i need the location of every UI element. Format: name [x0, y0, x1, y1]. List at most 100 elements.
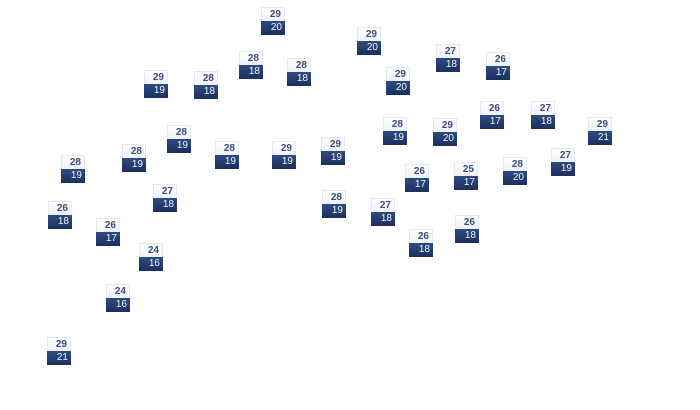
low-temperature: 18 [194, 85, 218, 99]
high-temperature: 26 [486, 52, 510, 66]
high-temperature: 29 [261, 7, 285, 21]
station-temperature-marker[interactable]: 27 18 [371, 198, 395, 226]
station-temperature-marker[interactable]: 29 19 [144, 70, 168, 98]
low-temperature: 19 [122, 158, 146, 172]
high-temperature: 28 [167, 125, 191, 139]
low-temperature: 17 [480, 115, 504, 129]
low-temperature: 20 [433, 132, 457, 146]
low-temperature: 18 [436, 58, 460, 72]
station-temperature-marker[interactable]: 29 21 [47, 337, 71, 365]
station-temperature-marker[interactable]: 28 19 [215, 141, 239, 169]
low-temperature: 19 [144, 84, 168, 98]
low-temperature: 18 [287, 72, 311, 86]
low-temperature: 20 [357, 41, 381, 55]
low-temperature: 18 [531, 115, 555, 129]
low-temperature: 16 [139, 257, 163, 271]
low-temperature: 20 [261, 21, 285, 35]
low-temperature: 19 [383, 131, 407, 145]
high-temperature: 28 [322, 190, 346, 204]
low-temperature: 21 [588, 131, 612, 145]
station-temperature-marker[interactable]: 29 20 [357, 27, 381, 55]
station-temperature-marker[interactable]: 26 17 [480, 101, 504, 129]
station-temperature-marker[interactable]: 26 18 [48, 201, 72, 229]
low-temperature: 17 [96, 232, 120, 246]
high-temperature: 27 [531, 101, 555, 115]
low-temperature: 18 [371, 212, 395, 226]
high-temperature: 27 [153, 184, 177, 198]
station-temperature-marker[interactable]: 28 20 [503, 157, 527, 185]
high-temperature: 26 [96, 218, 120, 232]
station-temperature-marker[interactable]: 26 18 [455, 215, 479, 243]
high-temperature: 24 [106, 284, 130, 298]
low-temperature: 17 [454, 176, 478, 190]
high-temperature: 28 [239, 51, 263, 65]
high-temperature: 26 [405, 164, 429, 178]
low-temperature: 18 [455, 229, 479, 243]
low-temperature: 17 [486, 66, 510, 80]
station-temperature-marker[interactable]: 28 19 [122, 144, 146, 172]
high-temperature: 29 [588, 117, 612, 131]
low-temperature: 19 [272, 155, 296, 169]
low-temperature: 20 [386, 81, 410, 95]
high-temperature: 28 [383, 117, 407, 131]
station-temperature-marker[interactable]: 26 17 [486, 52, 510, 80]
station-temperature-marker[interactable]: 27 18 [531, 101, 555, 129]
high-temperature: 25 [454, 162, 478, 176]
station-temperature-marker[interactable]: 27 18 [153, 184, 177, 212]
high-temperature: 27 [371, 198, 395, 212]
station-temperature-marker[interactable]: 26 17 [405, 164, 429, 192]
high-temperature: 29 [386, 67, 410, 81]
high-temperature: 28 [503, 157, 527, 171]
high-temperature: 28 [122, 144, 146, 158]
station-temperature-marker[interactable]: 27 18 [436, 44, 460, 72]
station-temperature-marker[interactable]: 29 21 [588, 117, 612, 145]
station-temperature-marker[interactable]: 28 18 [287, 58, 311, 86]
low-temperature: 19 [215, 155, 239, 169]
station-temperature-marker[interactable]: 28 19 [383, 117, 407, 145]
station-temperature-marker[interactable]: 28 19 [61, 155, 85, 183]
low-temperature: 18 [153, 198, 177, 212]
low-temperature: 18 [48, 215, 72, 229]
high-temperature: 29 [144, 70, 168, 84]
low-temperature: 18 [409, 243, 433, 257]
high-temperature: 28 [61, 155, 85, 169]
station-temperature-marker[interactable]: 26 18 [409, 229, 433, 257]
station-temperature-marker[interactable]: 29 20 [386, 67, 410, 95]
low-temperature: 18 [239, 65, 263, 79]
high-temperature: 28 [287, 58, 311, 72]
high-temperature: 28 [215, 141, 239, 155]
station-temperature-marker[interactable]: 29 20 [261, 7, 285, 35]
station-temperature-marker[interactable]: 28 19 [322, 190, 346, 218]
high-temperature: 27 [436, 44, 460, 58]
low-temperature: 21 [47, 351, 71, 365]
high-temperature: 26 [409, 229, 433, 243]
low-temperature: 19 [322, 204, 346, 218]
station-temperature-marker[interactable]: 24 16 [139, 243, 163, 271]
station-temperature-marker[interactable]: 28 19 [167, 125, 191, 153]
low-temperature: 19 [321, 151, 345, 165]
station-temperature-marker[interactable]: 28 18 [239, 51, 263, 79]
high-temperature: 28 [194, 71, 218, 85]
station-temperature-marker[interactable]: 28 18 [194, 71, 218, 99]
high-temperature: 29 [47, 337, 71, 351]
low-temperature: 19 [61, 169, 85, 183]
station-temperature-marker[interactable]: 27 19 [551, 148, 575, 176]
high-temperature: 26 [480, 101, 504, 115]
station-temperature-marker[interactable]: 26 17 [96, 218, 120, 246]
station-temperature-marker[interactable]: 25 17 [454, 162, 478, 190]
station-temperature-marker[interactable]: 29 19 [321, 137, 345, 165]
low-temperature: 16 [106, 298, 130, 312]
station-temperature-marker[interactable]: 29 19 [272, 141, 296, 169]
low-temperature: 20 [503, 171, 527, 185]
high-temperature: 29 [433, 118, 457, 132]
high-temperature: 27 [551, 148, 575, 162]
high-temperature: 26 [455, 215, 479, 229]
high-temperature: 26 [48, 201, 72, 215]
station-temperature-marker[interactable]: 29 20 [433, 118, 457, 146]
low-temperature: 17 [405, 178, 429, 192]
high-temperature: 29 [321, 137, 345, 151]
low-temperature: 19 [551, 162, 575, 176]
station-temperature-marker[interactable]: 24 16 [106, 284, 130, 312]
high-temperature: 29 [357, 27, 381, 41]
